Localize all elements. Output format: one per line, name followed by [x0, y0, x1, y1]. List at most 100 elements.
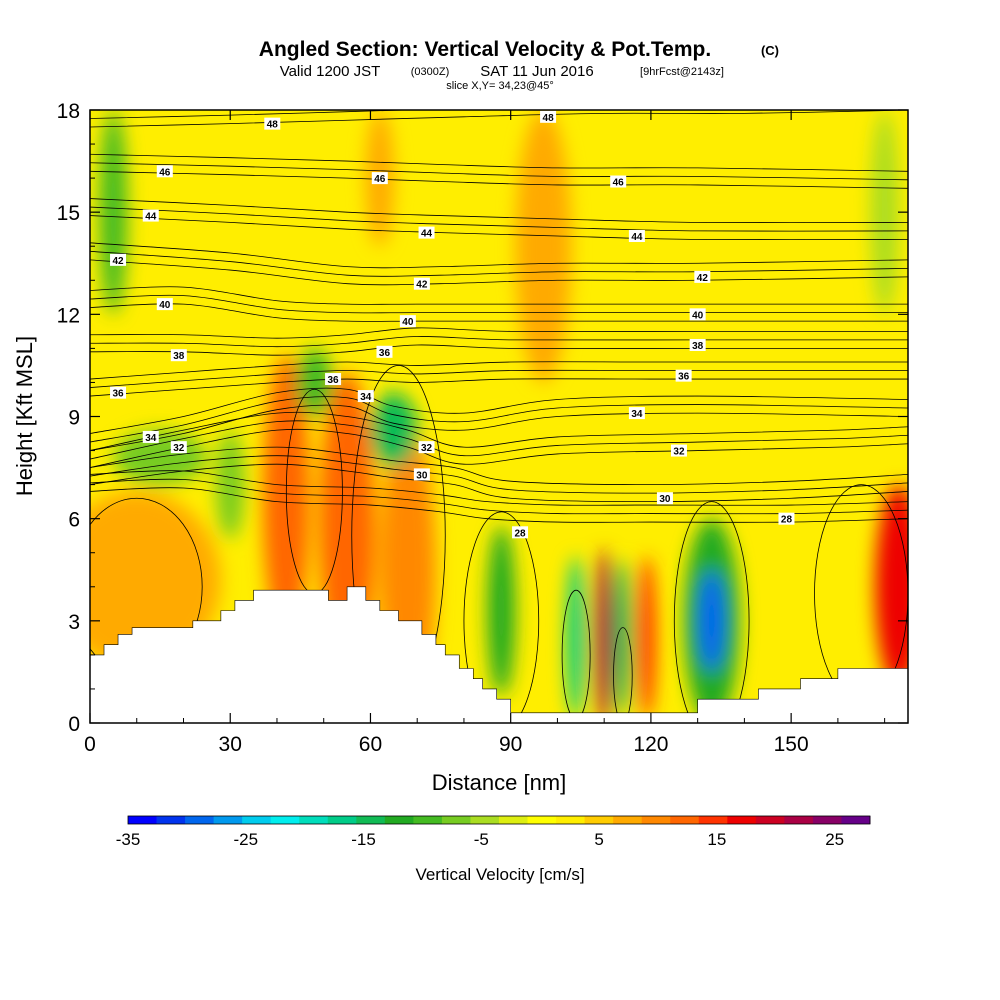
isentrope-line — [90, 215, 908, 241]
isentrope-label-box — [170, 349, 187, 362]
colorbar-swatch — [613, 816, 643, 824]
colorbar-swatch — [584, 816, 614, 824]
colorbar-swatch — [812, 816, 842, 824]
velocity-contour — [673, 501, 750, 723]
isentrope-subline — [90, 198, 908, 224]
y-tick-label: 9 — [68, 407, 80, 430]
isentrope-label: 46 — [374, 174, 386, 185]
y-tick-label: 15 — [57, 202, 80, 225]
isentrope-label: 30 — [416, 470, 428, 481]
isentrope-label: 44 — [421, 229, 433, 240]
isentrope-label-box — [376, 345, 393, 358]
isentrope-label-box — [325, 373, 342, 386]
isentrope-label-box — [694, 270, 711, 283]
isentrope-label: 46 — [159, 167, 171, 178]
isentrope-label: 32 — [173, 443, 185, 454]
colorbar-swatch — [841, 816, 871, 824]
isentrope-label: 44 — [145, 212, 157, 223]
velocity-cell — [697, 569, 726, 672]
isentrope-subline — [90, 455, 908, 494]
isentrope-label: 42 — [416, 280, 428, 291]
y-tick-label: 12 — [57, 304, 80, 327]
isentrope-subline — [90, 327, 908, 339]
isentrope-label: 34 — [360, 392, 372, 403]
x-tick-label: 30 — [219, 733, 242, 756]
isentrope-subline — [90, 336, 908, 348]
isentrope-label-box — [656, 492, 673, 505]
isentrope-label: 36 — [328, 375, 340, 386]
isentrope-label-box — [418, 441, 435, 454]
isentrope-label: 40 — [402, 317, 414, 328]
isentrope-label-box — [610, 175, 627, 188]
isentrope-subline — [90, 206, 908, 232]
isentrope-label-box — [357, 390, 374, 403]
velocity-cell — [295, 348, 334, 417]
isentrope-label: 42 — [697, 273, 709, 284]
colorbar-swatch — [556, 816, 586, 824]
isentrope-label: 36 — [379, 348, 391, 359]
isentrope-subline — [90, 411, 908, 451]
isentrope-subline — [90, 294, 908, 314]
x-axis-label: Distance [nm] — [432, 770, 567, 795]
isentrope-subline — [90, 387, 908, 434]
isentrope-label: 40 — [159, 300, 171, 311]
colorbar-swatch — [185, 816, 215, 824]
plot-area: 28 28 30 30 32 32 32 34 34 34 36 36 36 36 38 38 40 40 40 42… — [90, 110, 908, 723]
isentrope-line — [90, 404, 908, 451]
terrain — [90, 586, 908, 723]
colorbar-swatch — [670, 816, 700, 824]
velocity-cell — [487, 525, 516, 696]
velocity-contour — [463, 511, 540, 723]
isentrope-line — [90, 428, 908, 468]
colorbar-label: Vertical Velocity [cm/s] — [415, 865, 584, 884]
isentrope-subline — [90, 369, 908, 388]
colorbar-swatch — [299, 816, 329, 824]
x-tick-label: 150 — [774, 733, 809, 756]
colorbar-swatch — [384, 816, 414, 824]
isentrope-label-box — [512, 526, 529, 539]
subtitle-valid: Valid 1200 JST — [280, 63, 381, 80]
isentrope-subline — [90, 242, 908, 269]
isentrope-label: 40 — [692, 310, 704, 321]
colorbar-tick-label: -35 — [116, 830, 141, 849]
isentrope-label: 38 — [692, 341, 704, 352]
colorbar-tick-label: -15 — [351, 830, 376, 849]
isentrope-label-box — [371, 172, 388, 185]
subtitle-utc: (0300Z) — [411, 66, 450, 78]
isentrope-label: 46 — [613, 178, 625, 189]
velocity-cell — [870, 110, 899, 315]
isentrope-label-box — [418, 226, 435, 239]
velocity-cell — [370, 392, 418, 468]
colorbar: -35 -25 -15 -5 5 15 25 — [116, 815, 871, 849]
isentrope-label-box — [399, 315, 416, 328]
colorbar-swatch — [527, 816, 557, 824]
colorbar-swatch — [270, 816, 300, 824]
isentrope-label: 28 — [514, 528, 526, 539]
isentrope-label-box — [689, 338, 706, 351]
x-tick-label: 90 — [499, 733, 522, 756]
isentrope-label-box — [675, 369, 692, 382]
isentrope-label-box — [142, 209, 159, 222]
subtitle-slice: slice X,Y= 34,23@45° — [446, 80, 554, 92]
isentrope-labels: 28 28 30 30 32 32 32 34 34 34 36 36 36 36 38 38 40 40 40 42… — [110, 110, 795, 539]
y-tick-label: 6 — [68, 509, 80, 532]
colorbar-swatch — [727, 816, 757, 824]
isentrope-line — [90, 259, 908, 286]
isentrope-label: 34 — [145, 433, 157, 444]
x-tick-label: 0 — [84, 733, 96, 756]
isentrope-line — [90, 170, 908, 189]
isentrope-label-box — [156, 165, 173, 178]
colorbar-swatch — [413, 816, 443, 824]
subtitle-forecast: [9hrFcst@2143z] — [640, 66, 724, 78]
isentrope-subline — [90, 396, 908, 443]
isentrope-label-box — [142, 430, 159, 443]
isentrope-label: 48 — [543, 113, 555, 124]
isentrope-label-box — [540, 110, 557, 123]
colorbar-tick-label: -25 — [233, 830, 258, 849]
velocity-cell — [636, 556, 656, 720]
colorbar-swatch — [242, 816, 272, 824]
colorbar-swatch — [641, 816, 671, 824]
colorbar-tick-label: 25 — [825, 830, 844, 849]
isentrope-subline — [90, 446, 908, 486]
